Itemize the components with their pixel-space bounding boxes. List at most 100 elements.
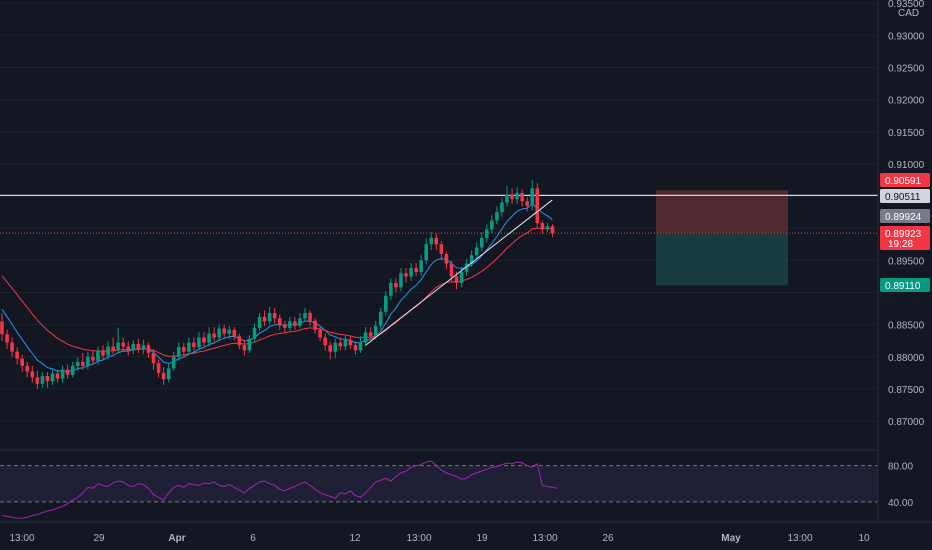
candle [520, 192, 524, 202]
candle [525, 201, 529, 206]
candle [545, 226, 550, 230]
candle [363, 332, 368, 343]
candle [91, 356, 95, 361]
candle [126, 346, 131, 351]
price-label-box [880, 189, 930, 203]
x-tick-label: 13:00 [532, 533, 557, 544]
candle [247, 338, 252, 351]
candle [161, 372, 166, 380]
y-tick-label: 0.92500 [888, 64, 925, 75]
candle [10, 342, 14, 352]
candle [222, 328, 226, 334]
candle [328, 345, 333, 352]
stop-zone[interactable] [656, 190, 788, 234]
candle [343, 340, 348, 347]
candle [540, 223, 545, 230]
price-label-box [880, 209, 930, 223]
candle [550, 226, 555, 234]
candle [424, 244, 428, 261]
x-tick-label: 26 [602, 533, 614, 544]
candle [303, 313, 307, 319]
candle [272, 313, 277, 319]
candle [50, 373, 55, 382]
candle [156, 363, 161, 373]
candle [182, 347, 186, 352]
candle [212, 333, 216, 338]
candle [101, 350, 105, 356]
x-tick-label: Apr [168, 533, 185, 544]
y-tick-label: 0.88500 [888, 321, 925, 332]
candle [368, 332, 373, 337]
candle [293, 321, 297, 326]
price-axis[interactable]: 0.93500 0.93000 0.92500 0.92000 0.91500 0.910… [877, 0, 932, 550]
candle [288, 321, 292, 328]
candle [394, 282, 398, 288]
candle [490, 220, 494, 230]
rsi-pane [0, 449, 878, 519]
candle [439, 244, 444, 254]
x-tick-label: 13:00 [406, 533, 431, 544]
candle [389, 282, 393, 296]
candle [207, 333, 211, 343]
candle [81, 361, 85, 366]
candle [308, 313, 312, 321]
y-tick-label: 0.89500 [888, 256, 925, 267]
candle [515, 192, 519, 200]
x-tick-label: 10 [858, 533, 870, 544]
candles [0, 180, 555, 389]
candle [298, 318, 302, 326]
candle [313, 320, 317, 330]
y-tick-label: 0.91000 [888, 160, 925, 171]
candle [434, 237, 439, 245]
candle [530, 188, 535, 206]
candle [429, 237, 434, 245]
price-label-value: 0.90591 [885, 176, 922, 187]
x-tick-label: 13:00 [787, 533, 812, 544]
candle [257, 316, 262, 328]
candle [121, 342, 125, 347]
candle [262, 316, 267, 322]
candle [15, 351, 19, 359]
candle [373, 325, 378, 337]
position-box [656, 190, 788, 286]
candle [45, 376, 50, 382]
candle [419, 260, 423, 272]
candle [35, 377, 40, 384]
price-label-box [880, 226, 930, 250]
candle [378, 311, 383, 326]
candle [75, 361, 80, 366]
candle [96, 350, 100, 361]
candle [469, 255, 474, 264]
candle [242, 345, 247, 351]
time-axis[interactable]: 13:00 29 Apr 6 12 13:00 19 13:00 26 May 13:00 10 [0, 521, 932, 544]
ema_fast-line [1, 203, 553, 373]
candle [227, 329, 232, 334]
candle [338, 342, 343, 347]
y-tick-label: 0.87500 [888, 385, 925, 396]
trendline[interactable] [365, 199, 553, 346]
candle [485, 229, 489, 238]
target-zone[interactable] [656, 233, 788, 286]
candle [358, 342, 363, 351]
candle [237, 336, 242, 346]
x-tick-label: 6 [250, 533, 256, 544]
candle [25, 365, 30, 372]
price-label-box [880, 278, 930, 292]
y-tick-label: 0.87000 [888, 417, 925, 428]
rsi-line [1, 460, 558, 519]
candle [106, 346, 110, 356]
candle [252, 327, 257, 339]
candle [283, 324, 287, 328]
candle [60, 369, 65, 379]
candle [459, 271, 464, 283]
candle [187, 342, 191, 352]
candle [197, 337, 201, 348]
candle [444, 253, 449, 264]
candle [202, 337, 206, 343]
y-tick-label: 0.93500 [888, 0, 925, 10]
candle [0, 321, 4, 335]
trendline-segment[interactable] [365, 199, 553, 346]
candle [404, 273, 408, 277]
